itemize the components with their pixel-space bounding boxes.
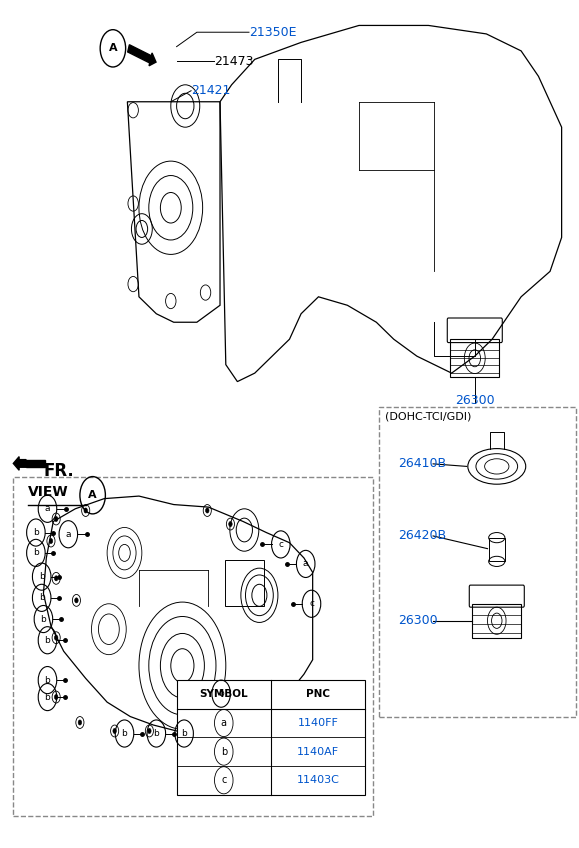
Circle shape bbox=[49, 538, 53, 544]
Text: 21473: 21473 bbox=[214, 54, 254, 68]
Text: a: a bbox=[45, 505, 50, 513]
Text: c: c bbox=[221, 775, 226, 785]
Text: FR.: FR. bbox=[43, 461, 74, 480]
Bar bbox=[472, 604, 521, 638]
Text: 26420B: 26420B bbox=[398, 529, 446, 543]
Text: a: a bbox=[221, 718, 227, 728]
FancyArrow shape bbox=[13, 456, 26, 470]
Text: VIEW: VIEW bbox=[28, 485, 68, 499]
FancyArrow shape bbox=[128, 45, 156, 66]
Circle shape bbox=[148, 728, 151, 734]
Circle shape bbox=[78, 720, 82, 725]
Text: b: b bbox=[45, 636, 50, 644]
Text: (DOHC-TCI/GDI): (DOHC-TCI/GDI) bbox=[385, 411, 471, 421]
Bar bbox=[225, 560, 264, 606]
Text: 1140AF: 1140AF bbox=[297, 746, 339, 756]
Circle shape bbox=[84, 508, 87, 513]
Circle shape bbox=[113, 728, 116, 734]
Text: c: c bbox=[278, 540, 283, 549]
Bar bbox=[26, 460, 45, 467]
Circle shape bbox=[54, 576, 58, 581]
Text: a: a bbox=[303, 560, 309, 568]
Text: b: b bbox=[45, 676, 50, 684]
Bar bbox=[13, 477, 373, 816]
Bar bbox=[379, 407, 576, 717]
Text: 26300: 26300 bbox=[455, 394, 494, 407]
Circle shape bbox=[54, 635, 58, 640]
Text: b: b bbox=[39, 594, 45, 602]
Text: A: A bbox=[89, 490, 97, 500]
Text: b: b bbox=[122, 729, 127, 738]
Text: SYMBOL: SYMBOL bbox=[200, 689, 248, 700]
Text: A: A bbox=[109, 43, 117, 53]
Text: b: b bbox=[41, 615, 46, 623]
Text: b: b bbox=[181, 729, 187, 738]
Text: b: b bbox=[33, 528, 39, 537]
Bar bbox=[177, 680, 365, 795]
Circle shape bbox=[54, 516, 58, 522]
Circle shape bbox=[214, 725, 217, 730]
Bar bbox=[489, 538, 505, 561]
Circle shape bbox=[229, 522, 232, 527]
Circle shape bbox=[229, 711, 232, 717]
Text: b: b bbox=[221, 746, 227, 756]
Text: PNC: PNC bbox=[306, 689, 330, 700]
Circle shape bbox=[75, 598, 78, 603]
Circle shape bbox=[206, 508, 209, 513]
Text: 21421: 21421 bbox=[191, 84, 230, 98]
Text: 26410B: 26410B bbox=[398, 457, 446, 471]
Text: b: b bbox=[218, 689, 224, 698]
Text: b: b bbox=[39, 572, 45, 581]
Circle shape bbox=[54, 695, 58, 700]
Text: 11403C: 11403C bbox=[296, 775, 339, 785]
Text: c: c bbox=[309, 600, 314, 608]
Text: 1140FF: 1140FF bbox=[298, 718, 338, 728]
Bar bbox=[450, 339, 499, 377]
Text: b: b bbox=[153, 729, 159, 738]
Text: 26300: 26300 bbox=[398, 614, 438, 628]
Text: a: a bbox=[65, 530, 71, 538]
Circle shape bbox=[182, 728, 186, 734]
Text: b: b bbox=[45, 693, 50, 701]
Text: b: b bbox=[33, 549, 39, 557]
Text: 21350E: 21350E bbox=[249, 25, 296, 39]
